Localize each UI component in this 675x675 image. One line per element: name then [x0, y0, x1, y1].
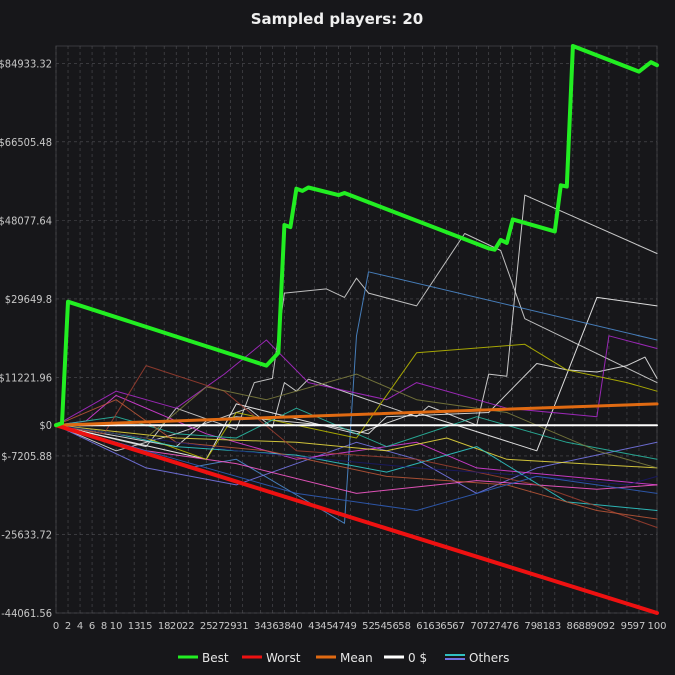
legend: Best Worst Mean 0 $ Others — [178, 651, 509, 665]
x-tick-label: 70 — [470, 621, 483, 632]
x-tick-label: 2 — [65, 621, 71, 632]
x-tick-label: 43 — [308, 621, 321, 632]
x-tick-label: 34 — [254, 621, 267, 632]
legend-label: Others — [469, 651, 509, 665]
series-line-worst — [54, 423, 659, 615]
x-tick-label: 100 — [647, 621, 666, 632]
y-tick-label: -25633.72 — [1, 528, 52, 541]
series-line-other — [55, 343, 658, 460]
x-tick-label: 83 — [548, 621, 561, 632]
x-tick-label: 63 — [428, 621, 441, 632]
y-tick-label: $11221.96 — [0, 371, 52, 384]
legend-label: Mean — [340, 651, 373, 665]
x-tick-label: 90 — [591, 621, 604, 632]
series-lines — [54, 44, 659, 615]
x-tick-label: 56 — [386, 621, 399, 632]
y-tick-label: $0 — [39, 419, 52, 432]
x-tick-label: 25 — [200, 621, 213, 632]
legend-label: Best — [202, 651, 229, 665]
x-tick-label: 31 — [236, 621, 249, 632]
series-line-other — [55, 424, 658, 511]
x-tick-label: 36 — [266, 621, 279, 632]
x-tick-label: 6 — [89, 621, 95, 632]
x-tick-label: 58 — [398, 621, 411, 632]
x-tick-label: 97 — [633, 621, 646, 632]
x-tick-label: 45 — [320, 621, 333, 632]
x-tick-label: 0 — [53, 621, 59, 632]
y-tick-label: $84933.32 — [0, 57, 52, 70]
y-tick-label: $29649.8 — [5, 293, 52, 306]
x-tick-label: 15 — [140, 621, 153, 632]
x-axis-ticks: 0 2 4 6 8 10 13 15 18 20 22 25 27 29 31 34 36 38 40 43 45 47 4… — [53, 621, 667, 632]
series-line-mean — [54, 402, 659, 427]
y-tick-label: -44061.56 — [1, 607, 52, 620]
x-tick-label: 67 — [452, 621, 465, 632]
series-line-other — [55, 424, 658, 469]
x-tick-label: 20 — [170, 621, 183, 632]
chart-title: Sampled players: 20 — [251, 10, 423, 28]
y-axis-ticks: $84933.32 $66505.48 $48077.64 $29649.8 $1122… — [0, 57, 52, 620]
x-tick-label: 49 — [344, 621, 357, 632]
x-tick-label: 38 — [278, 621, 291, 632]
series-line-other — [55, 424, 658, 486]
grid-lines — [55, 45, 658, 614]
x-tick-label: 81 — [536, 621, 549, 632]
legend-label: Worst — [266, 651, 301, 665]
x-tick-label: 61 — [416, 621, 429, 632]
series-line-other — [55, 424, 658, 511]
x-tick-label: 74 — [494, 621, 507, 632]
x-tick-label: 92 — [603, 621, 616, 632]
series-line-other — [55, 335, 658, 426]
x-tick-label: 22 — [182, 621, 195, 632]
x-tick-label: 65 — [440, 621, 453, 632]
x-tick-label: 76 — [506, 621, 519, 632]
x-tick-label: 95 — [621, 621, 634, 632]
legend-label: 0 $ — [408, 651, 427, 665]
x-tick-label: 10 — [110, 621, 123, 632]
series-line-best — [54, 44, 659, 428]
x-tick-label: 54 — [374, 621, 387, 632]
x-tick-label: 8 — [101, 621, 107, 632]
x-tick-label: 18 — [158, 621, 171, 632]
x-tick-label: 86 — [566, 621, 579, 632]
series-line-other — [55, 399, 658, 520]
x-tick-label: 27 — [212, 621, 225, 632]
y-tick-label: $66505.48 — [0, 136, 52, 149]
x-tick-label: 47 — [332, 621, 345, 632]
x-tick-label: 4 — [77, 621, 83, 632]
x-tick-label: 13 — [128, 621, 141, 632]
y-tick-label: $-7205.88 — [1, 450, 52, 463]
x-tick-label: 29 — [224, 621, 237, 632]
series-line-other — [55, 394, 658, 486]
y-tick-label: $48077.64 — [0, 214, 52, 227]
series-line-other — [55, 271, 658, 524]
x-tick-label: 52 — [362, 621, 375, 632]
x-tick-label: 79 — [524, 621, 537, 632]
x-tick-label: 88 — [579, 621, 592, 632]
x-tick-label: 40 — [290, 621, 303, 632]
x-tick-label: 72 — [482, 621, 495, 632]
